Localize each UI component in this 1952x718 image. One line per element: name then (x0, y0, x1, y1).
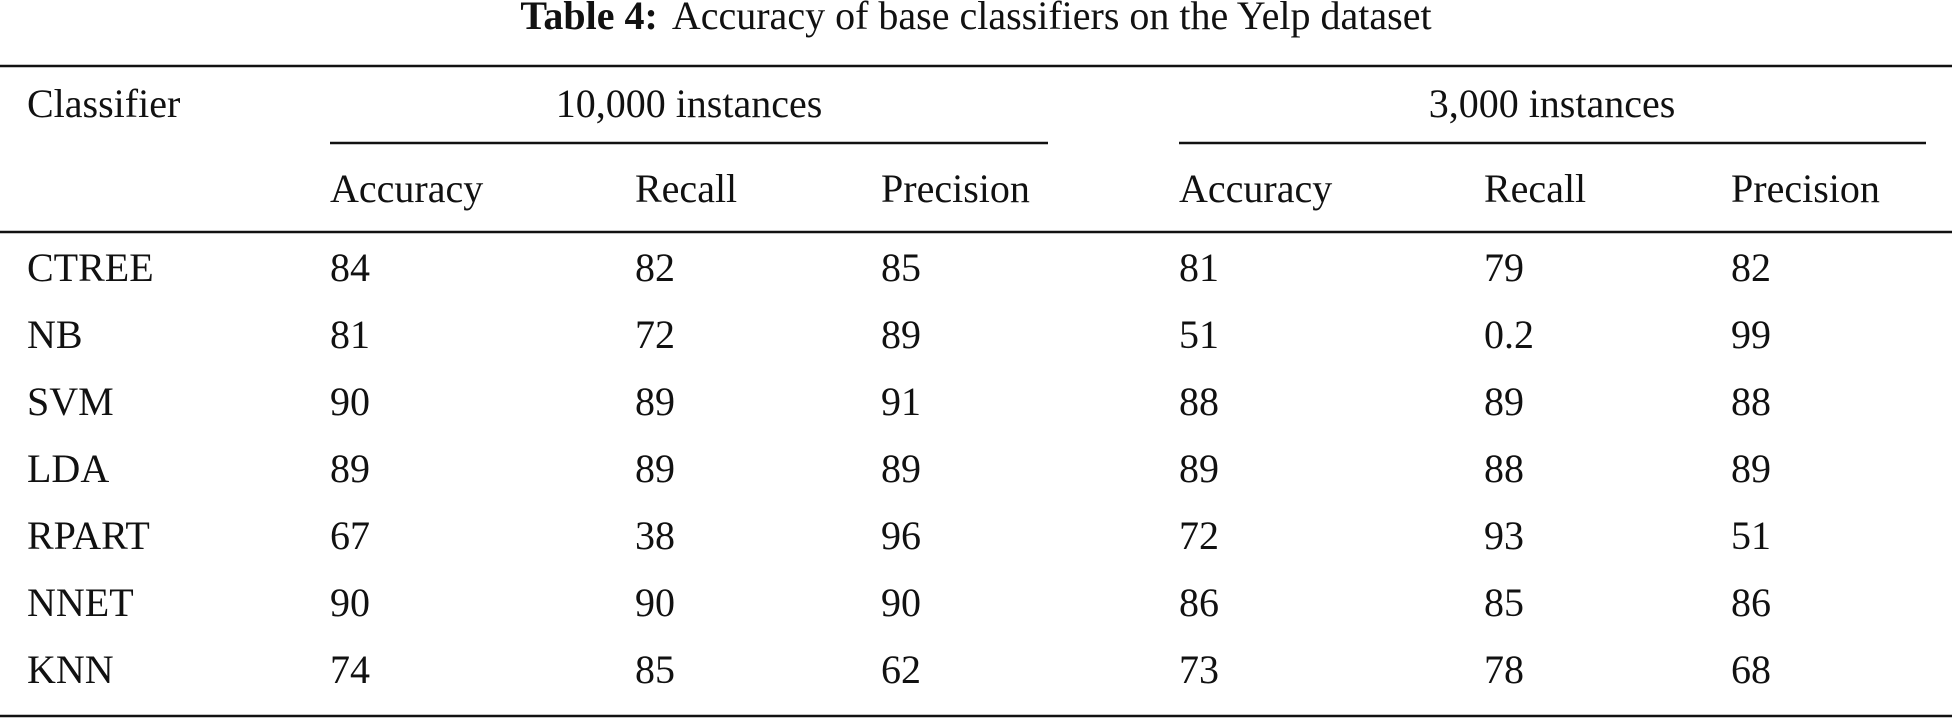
table-cell: 86 (1179, 580, 1219, 625)
table-cell: 82 (1731, 245, 1771, 290)
table-cell: 78 (1484, 647, 1524, 692)
table-cell: 86 (1731, 580, 1771, 625)
row-label: RPART (27, 513, 150, 558)
table-cell: 67 (330, 513, 370, 558)
table-cell: 90 (330, 580, 370, 625)
table-cell: 73 (1179, 647, 1219, 692)
header-cell: Classifier (27, 81, 180, 126)
table-cell: 74 (330, 647, 370, 692)
table-cell: 89 (330, 446, 370, 491)
table-cell: 93 (1484, 513, 1524, 558)
caption-label: Table 4: (520, 0, 657, 38)
table-cell: 99 (1731, 312, 1771, 357)
table-cell: 89 (1731, 446, 1771, 491)
table-cell: 62 (881, 647, 921, 692)
table-cell: 51 (1179, 312, 1219, 357)
table-cell: 89 (635, 446, 675, 491)
table-cell: 51 (1731, 513, 1771, 558)
table-cell: 82 (635, 245, 675, 290)
row-label: KNN (27, 647, 114, 692)
row-label: SVM (27, 379, 114, 424)
table-cell: 85 (1484, 580, 1524, 625)
table-cell: 38 (635, 513, 675, 558)
table-caption: Table 4: Accuracy of base classifiers on … (520, 0, 1431, 38)
subheader-cell: Recall (1484, 166, 1586, 211)
table-cell: 85 (881, 245, 921, 290)
subheader-cell: Precision (881, 166, 1030, 211)
table-cell: 89 (1484, 379, 1524, 424)
table-cell: 0.2 (1484, 312, 1534, 357)
table-cell: 81 (330, 312, 370, 357)
row-label: LDA (27, 446, 109, 491)
subheader-cell: Accuracy (330, 166, 483, 211)
subheader-cell: Accuracy (1179, 166, 1332, 211)
table-cell: 89 (1179, 446, 1219, 491)
group-header: 10,000 instances (556, 81, 823, 126)
table-cell: 88 (1179, 379, 1219, 424)
table-cell: 72 (635, 312, 675, 357)
table-cell: 96 (881, 513, 921, 558)
row-label: NNET (27, 580, 134, 625)
table-cell: 88 (1731, 379, 1771, 424)
subheader-cell: Recall (635, 166, 737, 211)
table-cell: 68 (1731, 647, 1771, 692)
table-cell: 91 (881, 379, 921, 424)
caption-text: Accuracy of base classifiers on the Yelp… (672, 0, 1432, 38)
table-cell: 89 (635, 379, 675, 424)
table-cell: 90 (635, 580, 675, 625)
table-cell: 90 (330, 379, 370, 424)
row-label: CTREE (27, 245, 154, 290)
table-cell: 72 (1179, 513, 1219, 558)
table-cell: 88 (1484, 446, 1524, 491)
table-cell: 84 (330, 245, 370, 290)
table-cell: 79 (1484, 245, 1524, 290)
row-label: NB (27, 312, 83, 357)
subheader-cell: Precision (1731, 166, 1880, 211)
group-header: 3,000 instances (1429, 81, 1676, 126)
table-cell: 85 (635, 647, 675, 692)
table-cell: 81 (1179, 245, 1219, 290)
table-cell: 90 (881, 580, 921, 625)
table-cell: 89 (881, 312, 921, 357)
table-cell: 89 (881, 446, 921, 491)
